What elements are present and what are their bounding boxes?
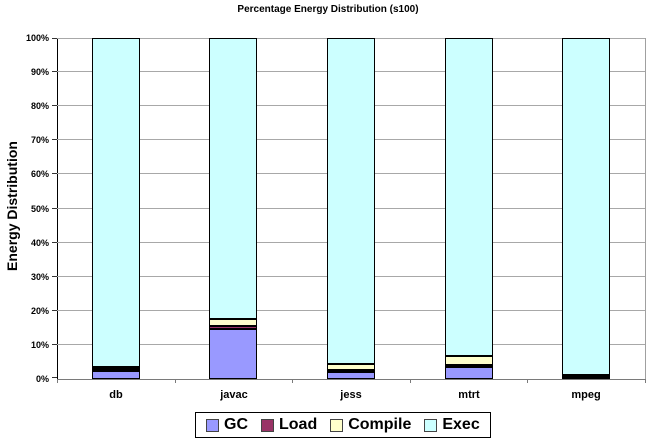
bar-segment-compile-mtrt [445, 356, 493, 365]
chart-title: Percentage Energy Distribution (s100) [237, 4, 419, 15]
bar-segment-compile-jess [327, 364, 375, 370]
bar-segment-load-db [92, 369, 140, 371]
y-tick [52, 105, 57, 106]
bar-segment-exec-mtrt [445, 38, 493, 356]
y-tick [52, 208, 57, 209]
y-tick-label: 40% [30, 238, 49, 248]
legend-swatch-load [261, 418, 274, 432]
y-tick [52, 173, 57, 174]
bar-segment-load-jess [327, 370, 375, 372]
y-tick-label: 0% [35, 374, 49, 384]
x-label-javac: javac [220, 389, 248, 401]
y-tick [52, 344, 57, 345]
x-tick [57, 379, 58, 383]
y-tick [52, 139, 57, 140]
bar-segment-exec-mpeg [562, 38, 610, 375]
legend: GC Load Compile Exec [195, 412, 491, 438]
y-tick [52, 276, 57, 277]
x-tick [645, 379, 646, 383]
x-label-mtrt: mtrt [458, 389, 480, 401]
bar-segment-compile-db [92, 367, 140, 369]
bar-segment-exec-db [92, 38, 140, 367]
x-tick [410, 379, 411, 383]
bar-segment-exec-jess [327, 38, 375, 364]
x-tick [292, 379, 293, 383]
legend-label-gc: GC [224, 416, 248, 433]
y-tick [52, 310, 57, 311]
legend-item-compile: Compile [330, 417, 411, 433]
y-tick-label: 100% [25, 33, 49, 43]
legend-swatch-compile [330, 418, 344, 432]
y-tick [52, 71, 57, 72]
y-tick-label: 30% [30, 272, 49, 282]
y-tick [52, 38, 57, 39]
bar-segment-gc-db [92, 371, 140, 379]
legend-item-gc: GC [206, 417, 248, 433]
y-tick-label: 50% [30, 204, 49, 214]
bar-segment-gc-jess [327, 372, 375, 379]
legend-item-exec: Exec [424, 416, 480, 433]
legend-item-load: Load [261, 417, 317, 433]
legend-label-compile: Compile [348, 416, 412, 433]
x-label-mpeg: mpeg [571, 389, 601, 401]
legend-label-exec: Exec [442, 416, 480, 433]
x-tick [175, 379, 176, 383]
legend-swatch-gc [206, 418, 219, 432]
bar-segment-gc-javac [209, 329, 257, 379]
x-tick [527, 379, 528, 383]
bar-segment-load-mtrt [445, 365, 493, 367]
y-tick-label: 90% [30, 67, 49, 77]
y-tick-label: 80% [30, 101, 49, 111]
x-label-db: db [109, 389, 123, 401]
bar-segment-compile-javac [209, 319, 257, 326]
x-label-jess: jess [340, 389, 362, 401]
bar-segment-load-javac [209, 326, 257, 329]
legend-swatch-exec [424, 418, 438, 432]
bar-segment-compile-mpeg [562, 375, 610, 377]
y-axis-line [57, 38, 58, 380]
y-tick-label: 20% [30, 306, 49, 316]
bar-segment-exec-javac [209, 38, 257, 319]
y-tick-label: 60% [30, 169, 49, 179]
legend-label-load: Load [279, 416, 318, 433]
x-axis-line [57, 379, 645, 380]
y-tick [52, 242, 57, 243]
y-tick [52, 377, 57, 378]
bar-segment-gc-mtrt [445, 367, 493, 379]
plot-area [57, 38, 646, 380]
y-tick-label: 10% [30, 340, 49, 350]
y-tick-label: 70% [30, 135, 49, 145]
